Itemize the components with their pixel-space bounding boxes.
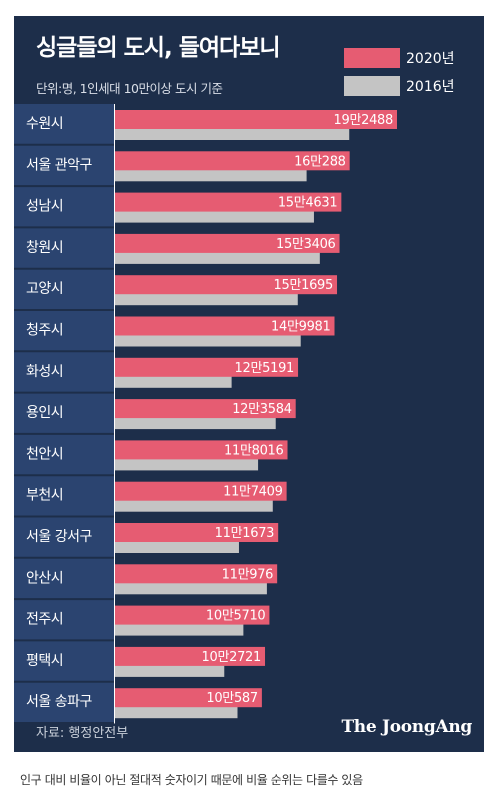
bar-value-label-2020: 15만1695 xyxy=(274,278,334,293)
bar-value-label-2020: 14만9981 xyxy=(271,320,331,335)
bar-value-label-2020: 12만3584 xyxy=(232,402,292,417)
legend-swatch-2020 xyxy=(344,48,400,68)
legend-label-2016: 2016년 xyxy=(406,79,455,95)
bar-2020 xyxy=(114,605,270,625)
bar-2020 xyxy=(114,192,342,212)
category-label: 성남시 xyxy=(26,199,63,215)
bar-value-label-2020: 19만2488 xyxy=(334,113,394,128)
bar-2020 xyxy=(114,316,335,336)
bar-2020 xyxy=(114,151,350,171)
footnote: 인구 대비 비율이 아닌 절대적 숫자이기 때문에 비율 순위는 다를수 있음 xyxy=(20,773,363,787)
bar-2016 xyxy=(114,333,301,347)
source-note: 자료: 행정안전부 xyxy=(36,726,129,741)
legend-label-2020: 2020년 xyxy=(406,51,455,67)
category-label: 창원시 xyxy=(26,240,63,256)
bar-2016 xyxy=(114,457,259,471)
bar-chart: 수원시 19만2488 서울 관악구 16만288 성남시 15만4631 창원시 15만34… xyxy=(14,104,397,724)
legend-item-2016: 2016년 xyxy=(344,76,455,96)
bar-value-label-2020: 10만587 xyxy=(206,691,258,706)
bar-2016 xyxy=(114,540,239,553)
category-label: 고양시 xyxy=(26,281,63,297)
bar-2020 xyxy=(114,233,340,253)
bar-2020 xyxy=(114,440,288,460)
category-label: 서울 강서구 xyxy=(26,529,92,545)
infographic-card: 싱글들의 도시, 들여다보니 단위:명, 1인세대 10만이상 도시 기준 20… xyxy=(14,16,484,752)
bar-2020 xyxy=(114,523,279,542)
bar-value-label-2020: 15만3406 xyxy=(276,237,336,252)
bar-2016 xyxy=(114,663,225,677)
category-label: 안산시 xyxy=(26,570,63,586)
bar-value-label-2020: 10만5710 xyxy=(206,609,266,624)
bar-2016 xyxy=(114,416,276,430)
bar-2020 xyxy=(114,399,296,419)
bar-2020 xyxy=(114,275,338,295)
category-label: 청주시 xyxy=(26,323,63,339)
brand-logo: The JoongAng xyxy=(341,717,472,737)
bar-value-label-2020: 16만288 xyxy=(294,154,346,169)
category-label: 수원시 xyxy=(26,116,63,132)
bar-2020 xyxy=(114,688,262,708)
category-label: 평택시 xyxy=(26,653,63,669)
legend-item-2020: 2020년 xyxy=(344,48,455,68)
bar-2016 xyxy=(114,622,244,636)
bar-value-label-2020: 12만5191 xyxy=(235,361,295,376)
bar-value-label-2020: 11만1673 xyxy=(215,526,275,541)
category-label: 천안시 xyxy=(26,446,63,462)
category-label: 용인시 xyxy=(26,405,63,421)
bar-2020 xyxy=(114,646,266,666)
bar-value-label-2020: 10만2721 xyxy=(202,650,262,665)
category-label: 부천시 xyxy=(26,488,63,504)
bar-2020 xyxy=(114,564,278,584)
category-column xyxy=(14,104,114,724)
bar-value-label-2020: 15만4631 xyxy=(278,196,338,211)
bar-2016 xyxy=(114,209,314,223)
bar-2020 xyxy=(114,357,299,377)
category-label: 화성시 xyxy=(26,364,63,380)
bar-2016 xyxy=(114,292,298,306)
bar-value-label-2020: 11만8016 xyxy=(224,443,284,458)
bar-2016 xyxy=(114,581,267,595)
bar-2016 xyxy=(114,127,350,140)
chart-subtitle: 단위:명, 1인세대 10만이상 도시 기준 xyxy=(36,81,223,96)
bar-2020 xyxy=(114,110,397,129)
category-label: 서울 관악구 xyxy=(26,157,92,173)
bar-2016 xyxy=(114,250,320,264)
category-label: 서울 송파구 xyxy=(26,694,92,710)
bar-2016 xyxy=(114,705,238,719)
bar-2016 xyxy=(114,168,307,182)
category-label: 전주시 xyxy=(26,612,63,628)
bar-value-label-2020: 11만7409 xyxy=(223,485,283,500)
chart-title: 싱글들의 도시, 들여다보니 xyxy=(36,35,281,61)
bar-2016 xyxy=(114,374,232,388)
legend-swatch-2016 xyxy=(344,76,400,96)
bar-2020 xyxy=(114,481,287,501)
bar-2016 xyxy=(114,498,273,512)
bar-value-label-2020: 11만976 xyxy=(222,567,274,582)
